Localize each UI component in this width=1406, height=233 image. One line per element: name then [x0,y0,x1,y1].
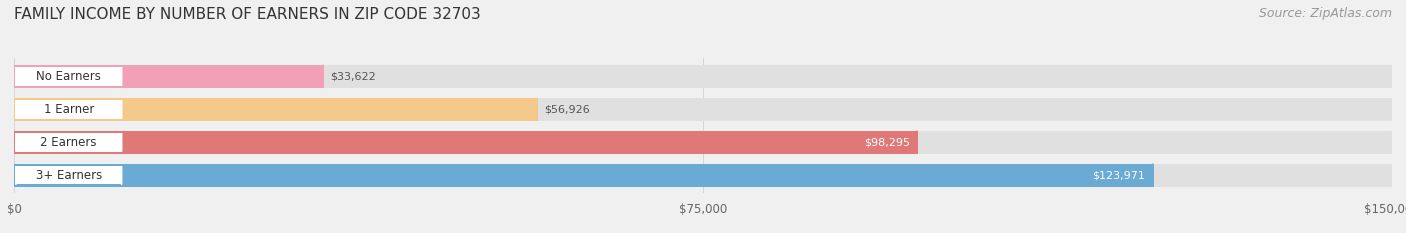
Text: $98,295: $98,295 [863,137,910,147]
Text: No Earners: No Earners [37,70,101,83]
Text: 1 Earner: 1 Earner [44,103,94,116]
Bar [15,166,121,185]
Text: $56,926: $56,926 [544,104,591,114]
Bar [14,164,1392,187]
Bar [14,98,537,121]
Bar [14,65,1392,88]
Bar [14,65,323,88]
Text: 3+ Earners: 3+ Earners [35,169,101,182]
Text: 2 Earners: 2 Earners [41,136,97,149]
Bar [14,98,1392,121]
Bar [14,131,1392,154]
Text: Source: ZipAtlas.com: Source: ZipAtlas.com [1258,7,1392,20]
Bar [14,131,917,154]
Text: FAMILY INCOME BY NUMBER OF EARNERS IN ZIP CODE 32703: FAMILY INCOME BY NUMBER OF EARNERS IN ZI… [14,7,481,22]
Text: $33,622: $33,622 [330,71,375,81]
Text: $123,971: $123,971 [1092,170,1146,180]
Bar [14,164,1153,187]
Bar [15,133,121,151]
Bar [15,67,121,86]
Bar [15,100,121,119]
